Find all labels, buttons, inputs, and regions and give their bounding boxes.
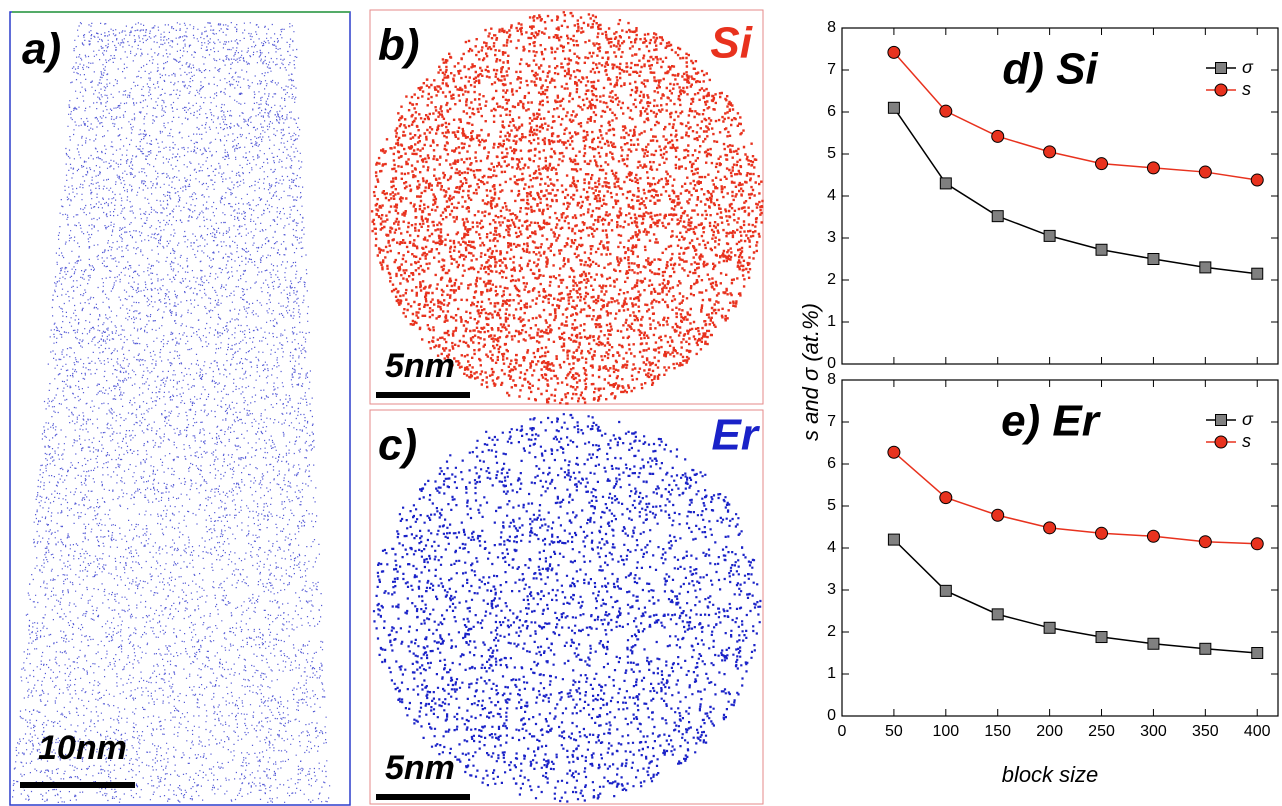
marker [1251,267,1264,280]
marker [1043,521,1057,535]
y-tick-label: 5 [827,497,836,514]
element-label: Si [710,19,752,68]
legend-label: s [1242,79,1251,99]
scale-bar-label: 5nm [385,347,455,385]
scale-bar [376,794,470,800]
marker [1095,157,1109,171]
atom-map [372,413,762,803]
marker [1095,631,1108,644]
marker [887,45,901,59]
point-clouds [12,11,764,803]
legend-label: σ [1242,57,1254,77]
marker [939,177,952,190]
marker [887,101,900,114]
atom-cloud [12,22,331,803]
y-tick-label: 7 [827,61,836,78]
legend-label: s [1242,431,1251,451]
y-tick-label: 7 [827,413,836,430]
panel-label: c) [378,421,417,470]
y-tick-label: 2 [827,623,836,640]
y-tick-label: 4 [827,539,836,556]
scale-bar-label: 5nm [385,749,455,787]
y-tick-label: 8 [827,371,836,388]
marker [887,533,900,546]
x-tick-label: 100 [932,723,959,740]
marker [1199,261,1212,274]
marker [887,445,901,459]
x-tick-label: 400 [1244,723,1271,740]
x-tick-label: 50 [885,723,903,740]
x-tick-label: 200 [1036,723,1063,740]
marker [1147,253,1160,265]
y-tick-label: 6 [827,455,836,472]
atom-map [370,11,764,405]
x-tick-label: 250 [1088,723,1115,740]
panel-c-frame [369,409,764,805]
marker [1199,642,1212,655]
chart-title: e) Er [1001,397,1102,446]
marker [939,104,953,118]
marker [939,491,953,505]
marker [991,210,1004,223]
marker [991,508,1005,522]
marker [1095,243,1108,256]
marker [1250,537,1264,551]
x-axis-label: block size [1002,762,1099,787]
series-line [893,107,1258,275]
x-tick-label: 150 [984,723,1011,740]
scale-bar [20,782,135,788]
y-axis-label: s and σ (at.%) [798,303,823,441]
marker [1251,647,1264,659]
marker [991,608,1004,621]
y-tick-label: 5 [827,145,836,162]
element-label: Er [712,411,761,460]
marker [1198,165,1212,179]
legend-label: σ [1242,409,1254,429]
panel-label: b) [378,21,420,70]
marker [1147,637,1160,650]
marker [1250,173,1264,187]
y-tick-label: 2 [827,271,836,288]
y-tick-label: 1 [827,313,836,330]
x-tick-label: 350 [1192,723,1219,740]
panel-label: a) [22,25,61,74]
marker [1198,535,1212,549]
series-line [893,451,1258,545]
y-tick-label: 1 [827,665,836,682]
marker [1095,526,1109,540]
y-tick-label: 0 [827,707,836,724]
y-tick-label: 6 [827,103,836,120]
marker [1215,414,1227,426]
x-tick-label: 0 [838,723,847,740]
marker [1214,83,1228,97]
series-line [893,539,1258,654]
marker [1146,161,1160,175]
marker [1215,62,1227,74]
marker [1043,145,1057,159]
marker [1214,435,1228,449]
marker [1043,621,1056,634]
marker [991,129,1005,143]
chart-title: d) Si [1002,45,1098,94]
series-line [893,51,1258,181]
marker [939,584,952,597]
y-tick-label: 3 [827,229,836,246]
x-tick-label: 300 [1140,723,1167,740]
y-tick-label: 4 [827,187,836,204]
scale-bar-label: 10nm [38,729,127,767]
marker [1043,229,1056,242]
marker [1146,529,1160,543]
y-tick-label: 3 [827,581,836,598]
y-tick-label: 8 [827,19,836,36]
scale-bar [376,392,470,398]
y-tick-label: 0 [827,355,836,372]
